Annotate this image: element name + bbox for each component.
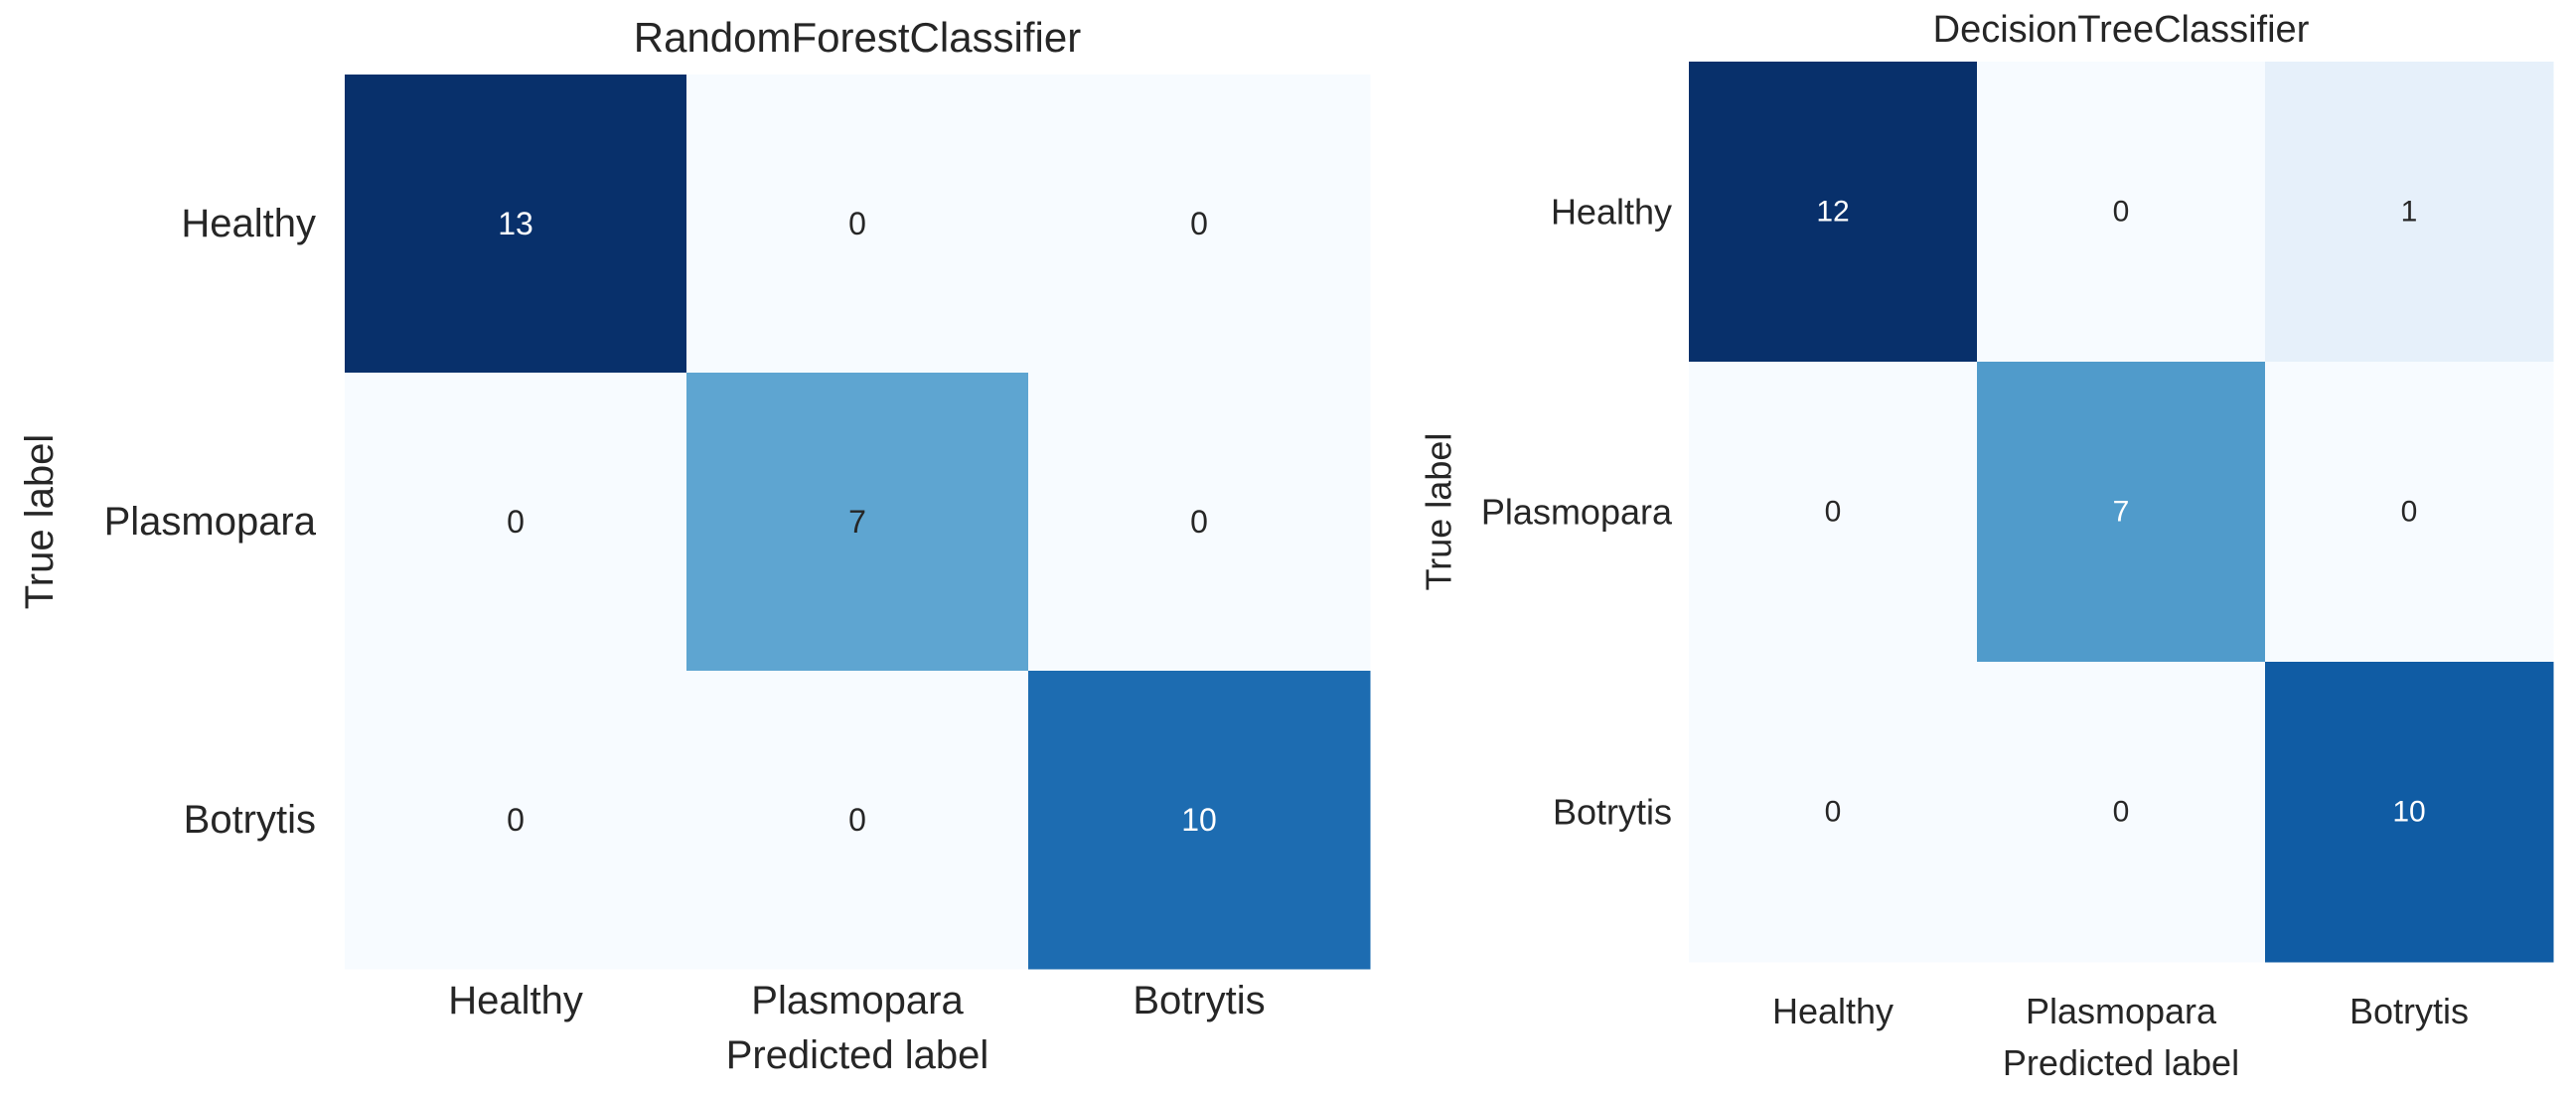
y-tick-label: Botrytis	[1553, 792, 1672, 833]
y-tick-label: Plasmopara	[104, 500, 317, 544]
x-tick-label: Plasmopara	[751, 979, 964, 1022]
x-tick-label: Plasmopara	[2026, 991, 2217, 1031]
y-tick-label: Healthy	[1551, 192, 1672, 233]
cell-value-label: 0	[1825, 496, 1842, 529]
heatmap-cell	[1028, 671, 1371, 970]
heatmap-cell	[1977, 362, 2266, 663]
cell-value-label: 13	[498, 206, 533, 241]
chart-title: RandomForestClassifier	[634, 14, 1081, 61]
y-axis-label: True label	[1419, 433, 1459, 591]
cell-value-label: 0	[2113, 796, 2130, 829]
heatmap-cell	[686, 75, 1029, 374]
cell-value-label: 10	[2392, 796, 2425, 829]
heatmap-cell	[1689, 62, 1978, 363]
heatmap-cell	[1028, 373, 1371, 672]
cell-value-label: 0	[848, 206, 866, 241]
x-tick-label: Botrytis	[1133, 979, 1265, 1022]
cell-value-label: 0	[848, 802, 866, 838]
cell-value-label: 12	[1816, 196, 1849, 229]
heatmap-cell	[686, 671, 1029, 970]
heatmap-cell	[2265, 362, 2554, 663]
y-tick-label: Botrytis	[184, 798, 316, 842]
y-tick-label: Plasmopara	[1481, 492, 1673, 533]
x-tick-label: Healthy	[448, 979, 583, 1022]
heatmap-cell	[345, 373, 687, 672]
heatmap-cell	[1028, 75, 1371, 374]
heatmap-cell	[1689, 662, 1978, 963]
cell-value-label: 0	[507, 802, 525, 838]
x-tick-label: Botrytis	[2349, 991, 2469, 1031]
y-axis-label: True label	[18, 434, 62, 609]
heatmap-cell	[1977, 662, 2266, 963]
cell-value-label: 10	[1181, 802, 1217, 838]
heatmap-cell	[1689, 362, 1978, 663]
heatmap-cell	[345, 671, 687, 970]
x-tick-label: Healthy	[1772, 991, 1894, 1031]
chart-title: DecisionTreeClassifier	[1933, 9, 2310, 51]
cell-value-label: 0	[1825, 796, 1842, 829]
x-axis-label: Predicted label	[2003, 1042, 2239, 1083]
confusion-matrix-1: RandomForestClassifier 13 0 0 0 7 0 0 0 10 Healthy…	[18, 14, 1371, 1077]
heatmap-cell	[2265, 62, 2554, 363]
cell-value-label: 0	[507, 504, 525, 540]
heatmap-cell	[345, 75, 687, 374]
cell-value-label: 1	[2401, 196, 2418, 229]
heatmap-cell	[686, 373, 1029, 672]
cell-value-label: 0	[1190, 206, 1208, 241]
cell-value-label: 0	[1190, 504, 1208, 540]
x-axis-label: Predicted label	[726, 1033, 989, 1077]
heatmap-cell	[1977, 62, 2266, 363]
y-tick-label: Healthy	[181, 202, 316, 245]
heatmap-cell	[2265, 662, 2554, 963]
cell-value-label: 7	[2113, 496, 2130, 529]
cell-value-label: 0	[2113, 196, 2130, 229]
cell-value-label: 7	[848, 504, 866, 540]
cell-value-label: 0	[2401, 496, 2418, 529]
